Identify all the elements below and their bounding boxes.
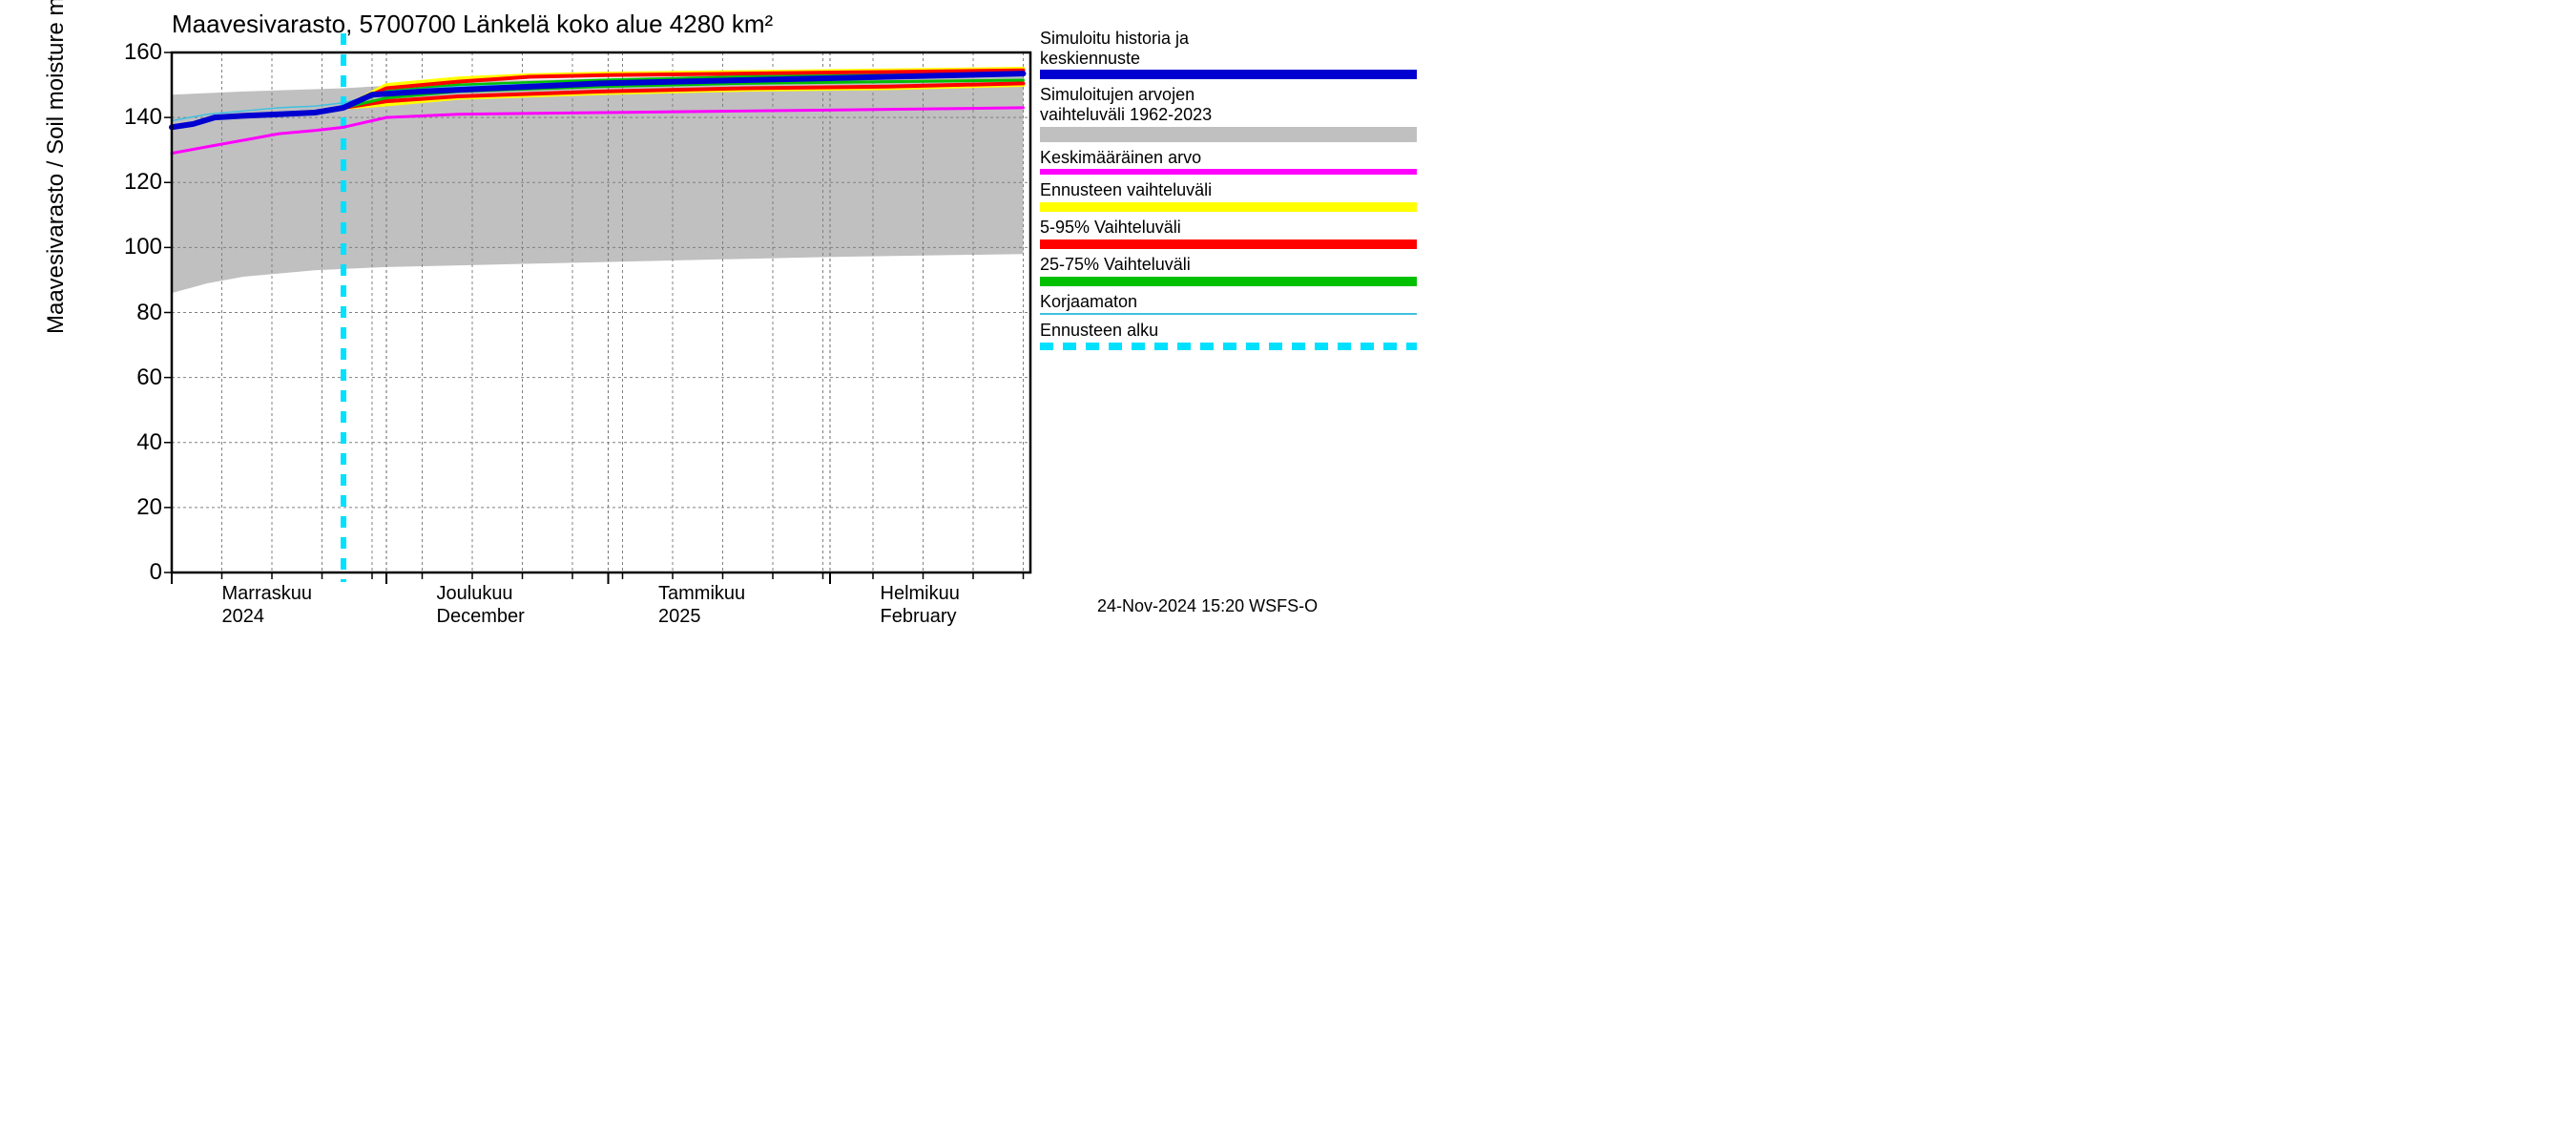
- ytick-label: 140: [124, 104, 172, 131]
- ytick-label: 160: [124, 39, 172, 66]
- ytick-label: 40: [136, 429, 172, 456]
- legend-item: Ennusteen vaihteluväli: [1040, 180, 1422, 212]
- legend-swatch: [1040, 70, 1417, 79]
- legend-item: 5-95% Vaihteluväli: [1040, 218, 1422, 249]
- legend-swatch: [1040, 313, 1417, 315]
- legend-item: Simuloitu historia ja keskiennuste: [1040, 29, 1422, 79]
- footer-timestamp: 24-Nov-2024 15:20 WSFS-O: [1097, 596, 1318, 616]
- x-month-label: JoulukuuDecember: [437, 582, 525, 628]
- ytick-label: 20: [136, 494, 172, 521]
- legend-swatch: [1040, 202, 1417, 212]
- x-month-label: Tammikuu2025: [658, 582, 745, 628]
- legend-label: Ennusteen vaihteluväli: [1040, 180, 1422, 200]
- ytick-label: 0: [150, 559, 172, 586]
- ytick-label: 120: [124, 169, 172, 196]
- legend-label: 25-75% Vaihteluväli: [1040, 255, 1422, 275]
- legend-label: Keskimääräinen arvo: [1040, 148, 1422, 168]
- x-month-label: Marraskuu2024: [222, 582, 312, 628]
- plot-svg: [172, 52, 1030, 572]
- legend-swatch: [1040, 343, 1417, 350]
- legend-swatch: [1040, 169, 1417, 175]
- legend-label: Korjaamaton: [1040, 292, 1422, 312]
- legend-item: Simuloitujen arvojen vaihteluväli 1962-2…: [1040, 85, 1422, 141]
- legend-label: 5-95% Vaihteluväli: [1040, 218, 1422, 238]
- legend-item: Ennusteen alku: [1040, 321, 1422, 350]
- legend-swatch: [1040, 127, 1417, 142]
- soil-moisture-chart: Maavesivarasto, 5700700 Länkelä koko alu…: [0, 0, 1431, 636]
- legend-item: Korjaamaton: [1040, 292, 1422, 316]
- chart-title: Maavesivarasto, 5700700 Länkelä koko alu…: [172, 10, 773, 39]
- legend-item: Keskimääräinen arvo: [1040, 148, 1422, 176]
- legend-item: 25-75% Vaihteluväli: [1040, 255, 1422, 286]
- legend-swatch: [1040, 277, 1417, 286]
- legend: Simuloitu historia ja keskiennuste Simulo…: [1040, 29, 1422, 356]
- ytick-label: 80: [136, 300, 172, 326]
- legend-label: Ennusteen alku: [1040, 321, 1422, 341]
- x-month-label: HelmikuuFebruary: [881, 582, 960, 628]
- legend-label: Simuloitujen arvojen vaihteluväli 1962-2…: [1040, 85, 1422, 124]
- plot-area: 020406080100120140160: [172, 52, 1030, 572]
- y-axis-label: Maavesivarasto / Soil moisture mm: [43, 0, 70, 334]
- legend-swatch: [1040, 239, 1417, 249]
- ytick-label: 100: [124, 234, 172, 260]
- legend-label: Simuloitu historia ja keskiennuste: [1040, 29, 1422, 68]
- ytick-label: 60: [136, 364, 172, 391]
